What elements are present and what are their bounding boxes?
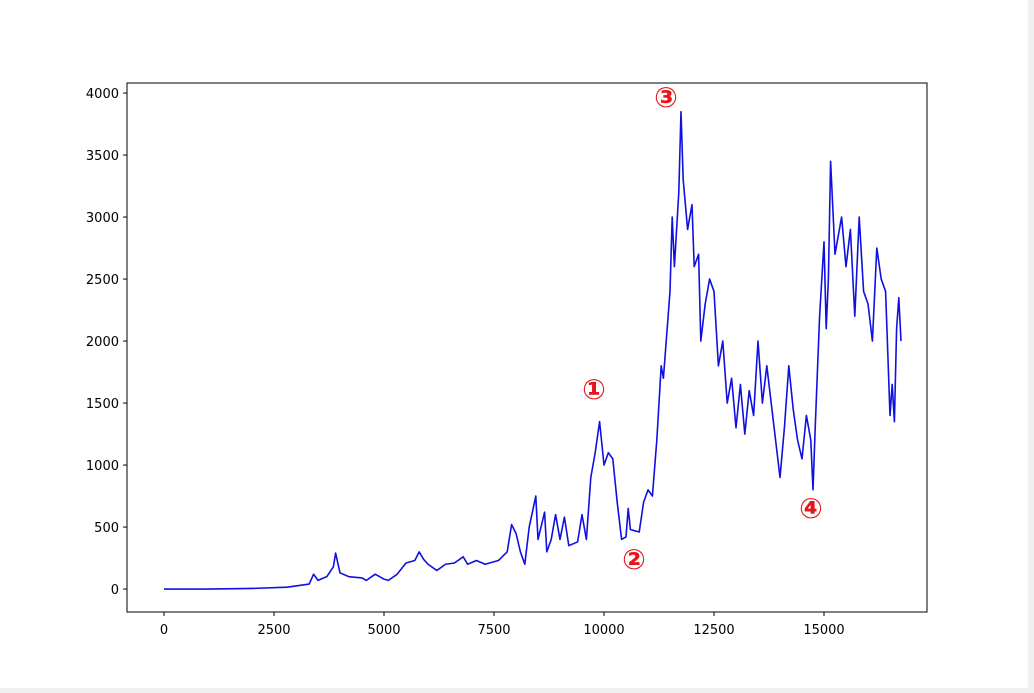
y-tick-label: 1000 <box>86 459 119 474</box>
y-tick-label: 3000 <box>86 211 119 226</box>
x-tick-label: 10000 <box>583 623 624 638</box>
y-tick-label: 1500 <box>86 397 119 412</box>
y-tick-label: 500 <box>94 521 119 536</box>
annotation: ① <box>582 373 606 406</box>
data-line <box>164 110 902 590</box>
x-tick-label: 7500 <box>477 623 510 638</box>
plot-frame <box>126 82 928 613</box>
y-tick-label: 2500 <box>86 273 119 288</box>
y-tick-label: 2000 <box>86 335 119 350</box>
x-tick-label: 12500 <box>693 623 734 638</box>
y-tick-label: 4000 <box>86 87 119 102</box>
annotation: ③ <box>654 81 678 114</box>
x-tick-label: 5000 <box>367 623 400 638</box>
y-tick-label: 0 <box>111 583 119 598</box>
x-tick-label: 0 <box>160 623 168 638</box>
y-tick-label: 3500 <box>86 149 119 164</box>
x-tick-label: 15000 <box>803 623 844 638</box>
annotation: ④ <box>799 492 823 525</box>
annotation: ② <box>622 543 646 576</box>
x-tick-label: 2500 <box>257 623 290 638</box>
